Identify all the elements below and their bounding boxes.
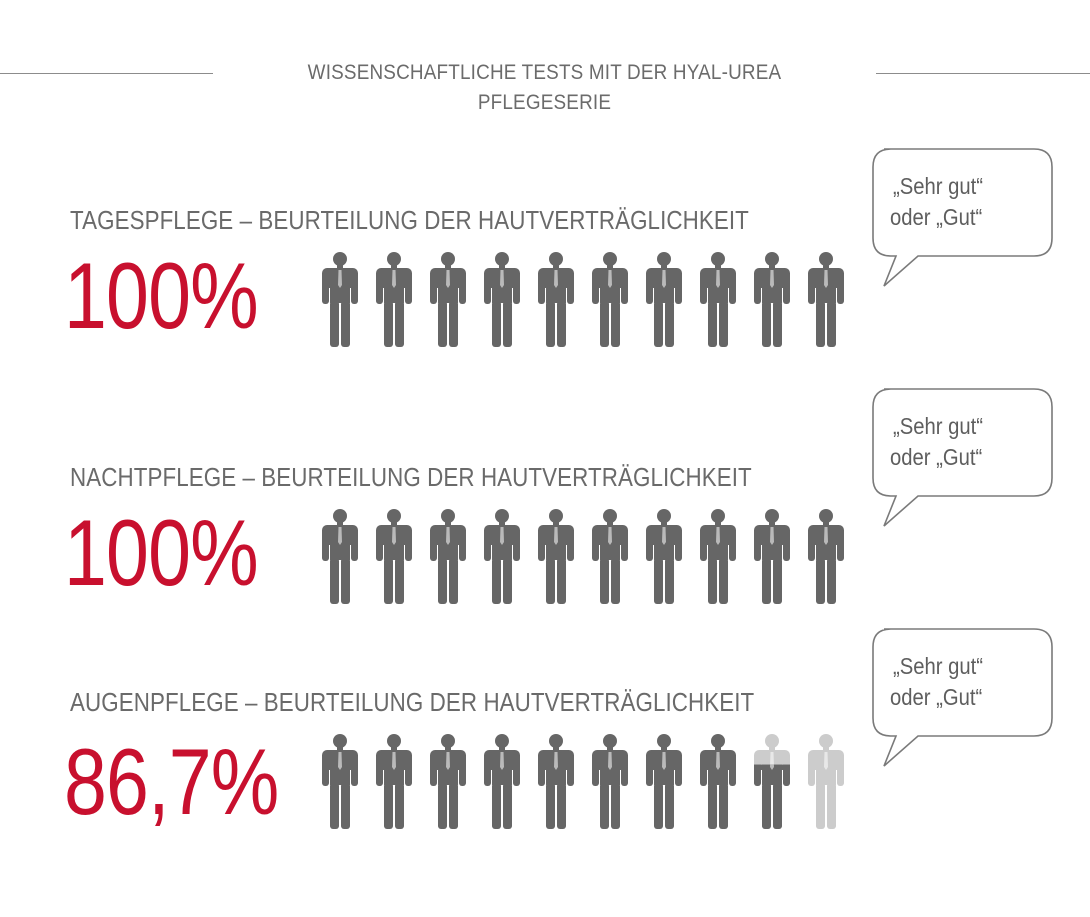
- person-icon: [430, 252, 466, 347]
- person-icon: [646, 252, 682, 347]
- speech-bubble: „Sehr gut“ oder „Gut“: [862, 148, 1062, 288]
- person-icon: [700, 734, 736, 829]
- person-icon: [592, 252, 628, 347]
- header-rule-right: [876, 73, 1090, 74]
- row-percent-label: 100%: [64, 243, 259, 348]
- bubble-line-1: „Sehr gut“: [893, 173, 983, 199]
- row-heading: NACHTPFLEGE – BEURTEILUNG DER HAUTVERTRÄ…: [70, 462, 752, 492]
- page-title: WISSENSCHAFTLICHE TESTS MIT DER HYAL-URE…: [307, 61, 782, 114]
- pictogram-row: [322, 509, 844, 604]
- person-icon: [484, 509, 520, 604]
- person-icon: [592, 734, 628, 829]
- bubble-line-1: „Sehr gut“: [893, 653, 983, 679]
- person-icon: [754, 509, 790, 604]
- row-percent-label: 86,7%: [64, 729, 279, 834]
- bubble-line-2: oder „Gut“: [890, 444, 983, 470]
- person-icon: [700, 509, 736, 604]
- person-icon: [430, 509, 466, 604]
- person-icon: [430, 734, 466, 829]
- person-icon: [700, 252, 736, 347]
- person-icon: [808, 734, 844, 829]
- person-icon: [322, 509, 358, 604]
- speech-bubble-shape: [872, 148, 1053, 287]
- person-icon: [484, 252, 520, 347]
- person-icon: [754, 734, 790, 829]
- speech-bubble: „Sehr gut“ oder „Gut“: [862, 388, 1062, 528]
- person-icon: [538, 509, 574, 604]
- speech-bubble-shape: [872, 388, 1053, 527]
- person-icon: [592, 509, 628, 604]
- person-icon: [754, 252, 790, 347]
- bubble-line-2: oder „Gut“: [890, 684, 983, 710]
- page-header: WISSENSCHAFTLICHE TESTS MIT DER HYAL-URE…: [0, 58, 1090, 114]
- person-icon: [538, 734, 574, 829]
- bubble-line-2: oder „Gut“: [890, 204, 983, 230]
- person-icon: [538, 252, 574, 347]
- person-icon: [646, 509, 682, 604]
- pictogram-row: [322, 734, 844, 829]
- person-icon: [484, 734, 520, 829]
- person-icon: [808, 509, 844, 604]
- row-heading: TAGESPFLEGE – BEURTEILUNG DER HAUTVERTRÄ…: [70, 205, 749, 235]
- bubble-line-1: „Sehr gut“: [893, 413, 983, 439]
- speech-bubble-shape: [872, 628, 1053, 767]
- rating-row-augenpflege: AUGENPFLEGE – BEURTEILUNG DER HAUTVERTRÄ…: [0, 687, 1090, 917]
- person-icon: [376, 734, 412, 829]
- pictogram-row: [322, 252, 844, 347]
- header-rule-left: [0, 73, 213, 74]
- speech-bubble: „Sehr gut“ oder „Gut“: [862, 628, 1062, 768]
- person-icon: [322, 252, 358, 347]
- person-icon: [322, 734, 358, 829]
- row-heading: AUGENPFLEGE – BEURTEILUNG DER HAUTVERTRÄ…: [70, 687, 755, 717]
- row-percent-label: 100%: [64, 500, 259, 605]
- person-icon: [808, 252, 844, 347]
- rating-row-nachtpflege: NACHTPFLEGE – BEURTEILUNG DER HAUTVERTRÄ…: [0, 462, 1090, 692]
- rating-row-tagespflege: TAGESPFLEGE – BEURTEILUNG DER HAUTVERTRÄ…: [0, 205, 1090, 435]
- person-icon: [646, 734, 682, 829]
- person-icon: [376, 252, 412, 347]
- person-icon: [376, 509, 412, 604]
